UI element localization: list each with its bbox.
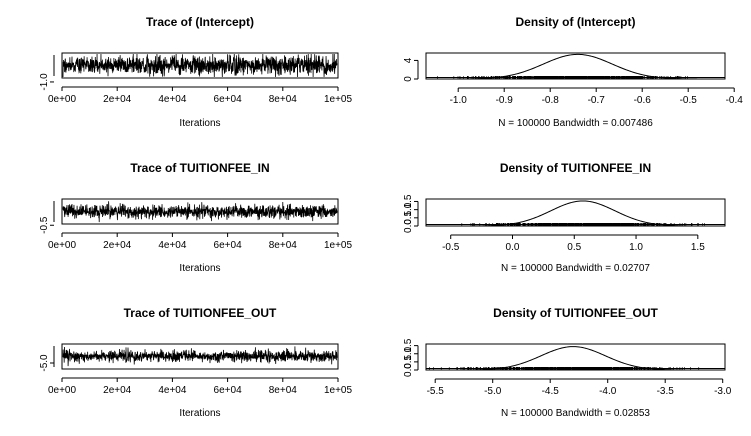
x-tick-label: 1e+05 [324,385,353,396]
trace-series [62,201,338,223]
x-tick-label: 1.0 [629,242,643,253]
x-tick-label: -4.0 [599,386,617,397]
x-tick-label: -0.9 [496,95,514,106]
y-tick-label: 1.0 [403,346,414,360]
y-tick-label: 1.0 [403,202,414,216]
x-tick-label: 6e+04 [214,385,243,396]
x-tick-label: 6e+04 [214,240,243,251]
x-tick-label: -0.5 [442,242,460,253]
panel-title: Trace of (Intercept) [146,15,254,29]
x-axis-label: Iterations [179,408,220,419]
x-axis-label: Iterations [179,263,220,274]
x-tick-label: 4e+04 [158,385,187,396]
x-tick-label: 1e+05 [324,94,353,105]
plot-frame [425,52,726,80]
plot-frame [425,198,726,227]
density-curve [426,200,725,227]
x-tick-label: 8e+04 [269,240,298,251]
panel-title: Density of TUITIONFEE_IN [500,161,651,175]
x-tick-label: -0.4 [726,95,744,106]
x-tick-label: 4e+04 [158,94,187,105]
y-tick-label: 4 [403,57,414,63]
x-tick-label: -3.0 [714,386,732,397]
y-tick-label: 1.5 [403,338,414,352]
x-tick-label: -4.5 [542,386,560,397]
x-tick-label: 0e+00 [48,240,77,251]
density-panel-1: Density of (Intercept) N = 100000 Bandwid… [403,15,743,129]
x-axis-label: Iterations [179,118,220,129]
x-tick-label: -0.8 [542,95,560,106]
x-tick-label: 4e+04 [158,240,187,251]
y-tick-label: 0.5 [403,354,414,368]
x-axis-label: N = 100000 Bandwidth = 0.02853 [501,408,650,419]
x-axis-label: N = 100000 Bandwidth = 0.007486 [498,118,653,129]
panel-title: Trace of TUITIONFEE_IN [130,161,269,175]
x-tick-label: -0.6 [634,95,652,106]
x-tick-label: 0.5 [567,242,581,253]
trace-panel-2: Trace of TUITIONFEE_IN Iterations 0e+00 2e+… [39,161,352,274]
y-tick-label: 0.0 [403,219,414,233]
y-tick-label: 0.0 [403,363,414,377]
x-tick-label: 2e+04 [103,240,132,251]
x-tick-label: -5.5 [427,386,445,397]
density-panel-3: Density of TUITIONFEE_IN N = 100000 Bandw… [403,161,726,274]
trace-panel-0: Trace of (Intercept) Iterations 0e+00 2e+04… [39,15,352,129]
panel-title: Trace of TUITIONFEE_OUT [124,306,277,320]
x-tick-label: 8e+04 [269,94,298,105]
x-tick-label: -5.0 [484,386,502,397]
x-tick-label: 2e+04 [103,94,132,105]
y-tick-label: -1.0 [39,73,50,91]
x-tick-label: -0.7 [588,95,606,106]
trace-series [62,53,338,78]
y-tick-label: 0 [403,76,414,82]
plot-frame [425,343,726,371]
x-tick-label: -0.5 [680,95,698,106]
x-tick-label: 8e+04 [269,385,298,396]
plot-frame [61,343,339,370]
y-tick-label: 1.5 [403,194,414,208]
x-tick-label: 2e+04 [103,385,132,396]
density-curve [426,346,725,371]
x-tick-label: 6e+04 [214,94,243,105]
y-tick-label: -5.0 [39,354,50,372]
plot-frame [61,198,339,225]
panel-title: Density of (Intercept) [515,15,635,29]
density-panel-5: Density of TUITIONFEE_OUT N = 100000 Band… [403,306,732,419]
x-tick-label: 0.0 [506,242,520,253]
y-tick-label: 0.5 [403,210,414,224]
trace-panel-4: Trace of TUITIONFEE_OUT Iterations 0e+00 2e… [39,306,352,419]
x-tick-label: 1e+05 [324,240,353,251]
x-tick-label: -3.5 [657,386,675,397]
x-tick-label: 1.5 [691,242,705,253]
trace-series [62,346,338,367]
y-tick-label: -0.5 [39,216,50,234]
x-tick-label: 0e+00 [48,385,77,396]
x-tick-label: 0e+00 [48,94,77,105]
density-curve [426,53,725,80]
x-axis-label: N = 100000 Bandwidth = 0.02707 [501,263,650,274]
panel-title: Density of TUITIONFEE_OUT [493,306,658,320]
x-tick-label: -1.0 [450,95,468,106]
plot-frame [61,52,339,79]
